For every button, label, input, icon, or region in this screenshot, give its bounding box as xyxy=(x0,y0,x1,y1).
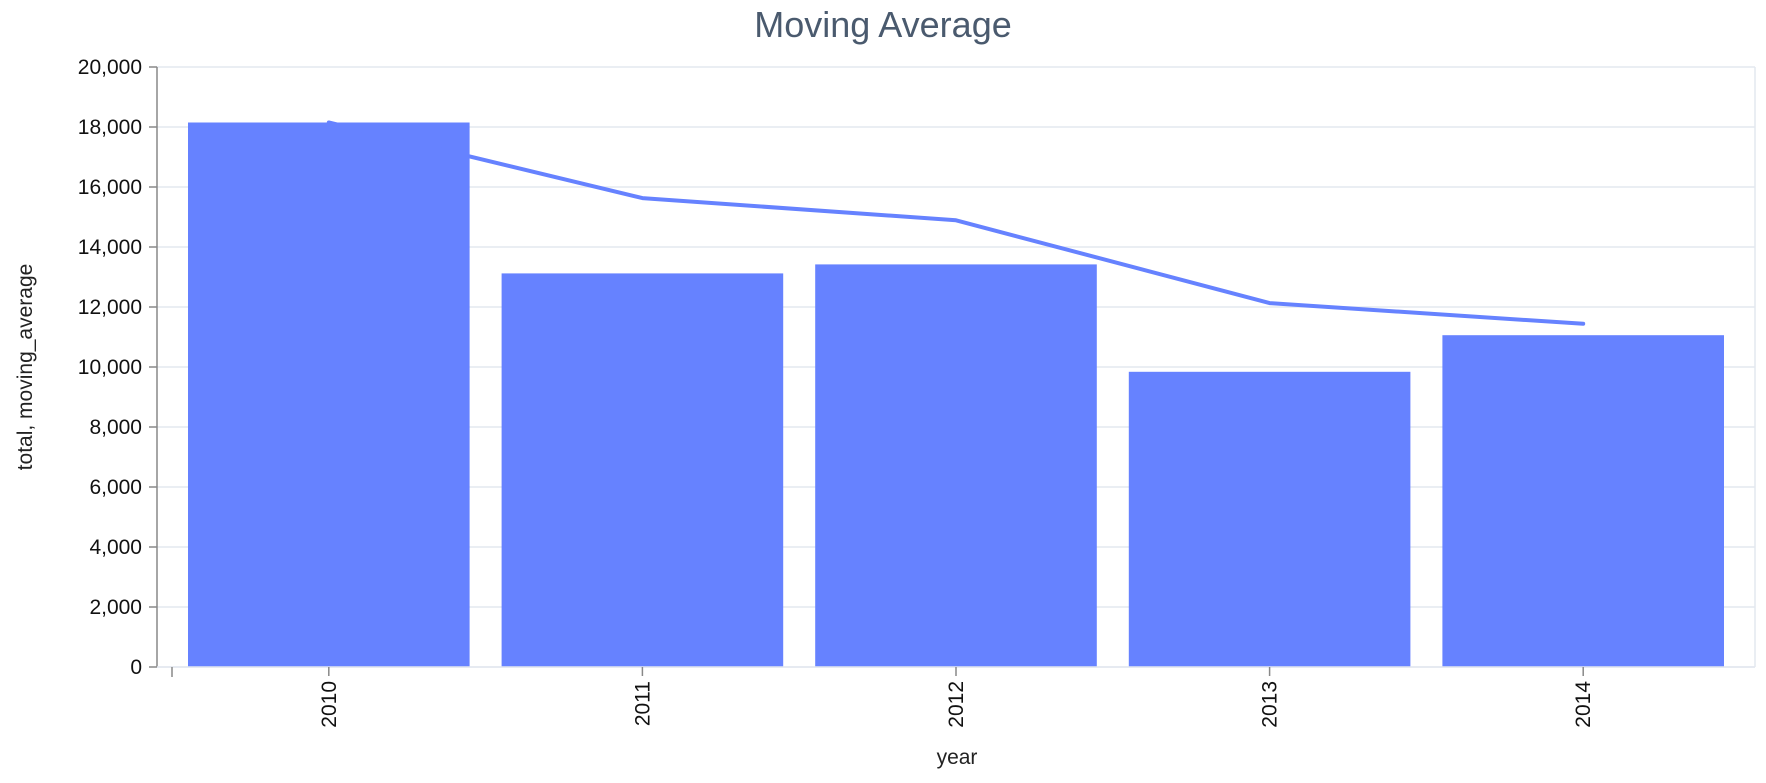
y-tick-labels: 0 2,000 4,000 6,000 8,000 10,000 12,000 14,000 1… xyxy=(78,56,142,679)
bar-2013[interactable] xyxy=(1129,372,1411,667)
x-tick-label: 2014 xyxy=(1572,681,1595,728)
y-tick-label: 20,000 xyxy=(78,56,142,79)
x-tick-label: 2010 xyxy=(318,681,341,728)
y-tick-label: 6,000 xyxy=(89,476,142,499)
x-axis-title: year xyxy=(937,746,978,769)
x-tick-label: 2012 xyxy=(945,681,968,728)
bar-2011[interactable] xyxy=(502,273,784,667)
chart-title: Moving Average xyxy=(754,4,1012,45)
x-tick-labels: 2010 2011 2012 2013 2014 xyxy=(318,681,1595,728)
y-tick-label: 18,000 xyxy=(78,116,142,139)
y-tick-label: 12,000 xyxy=(78,296,142,319)
bar-2012[interactable] xyxy=(815,264,1097,667)
y-tick-label: 8,000 xyxy=(89,416,142,439)
y-tick-label: 4,000 xyxy=(89,536,142,559)
x-tick-label: 2013 xyxy=(1259,681,1282,728)
y-tick-label: 2,000 xyxy=(89,596,142,619)
y-tick-label: 0 xyxy=(130,656,142,679)
bar-2014[interactable] xyxy=(1442,335,1724,667)
bar-series-total xyxy=(188,123,1724,668)
y-axis-title: total, moving_average xyxy=(14,264,37,471)
y-tick-label: 14,000 xyxy=(78,236,142,259)
y-tick-label: 16,000 xyxy=(78,176,142,199)
bar-2010[interactable] xyxy=(188,123,470,668)
x-tick-label: 2011 xyxy=(631,681,654,726)
y-tick-label: 10,000 xyxy=(78,356,142,379)
